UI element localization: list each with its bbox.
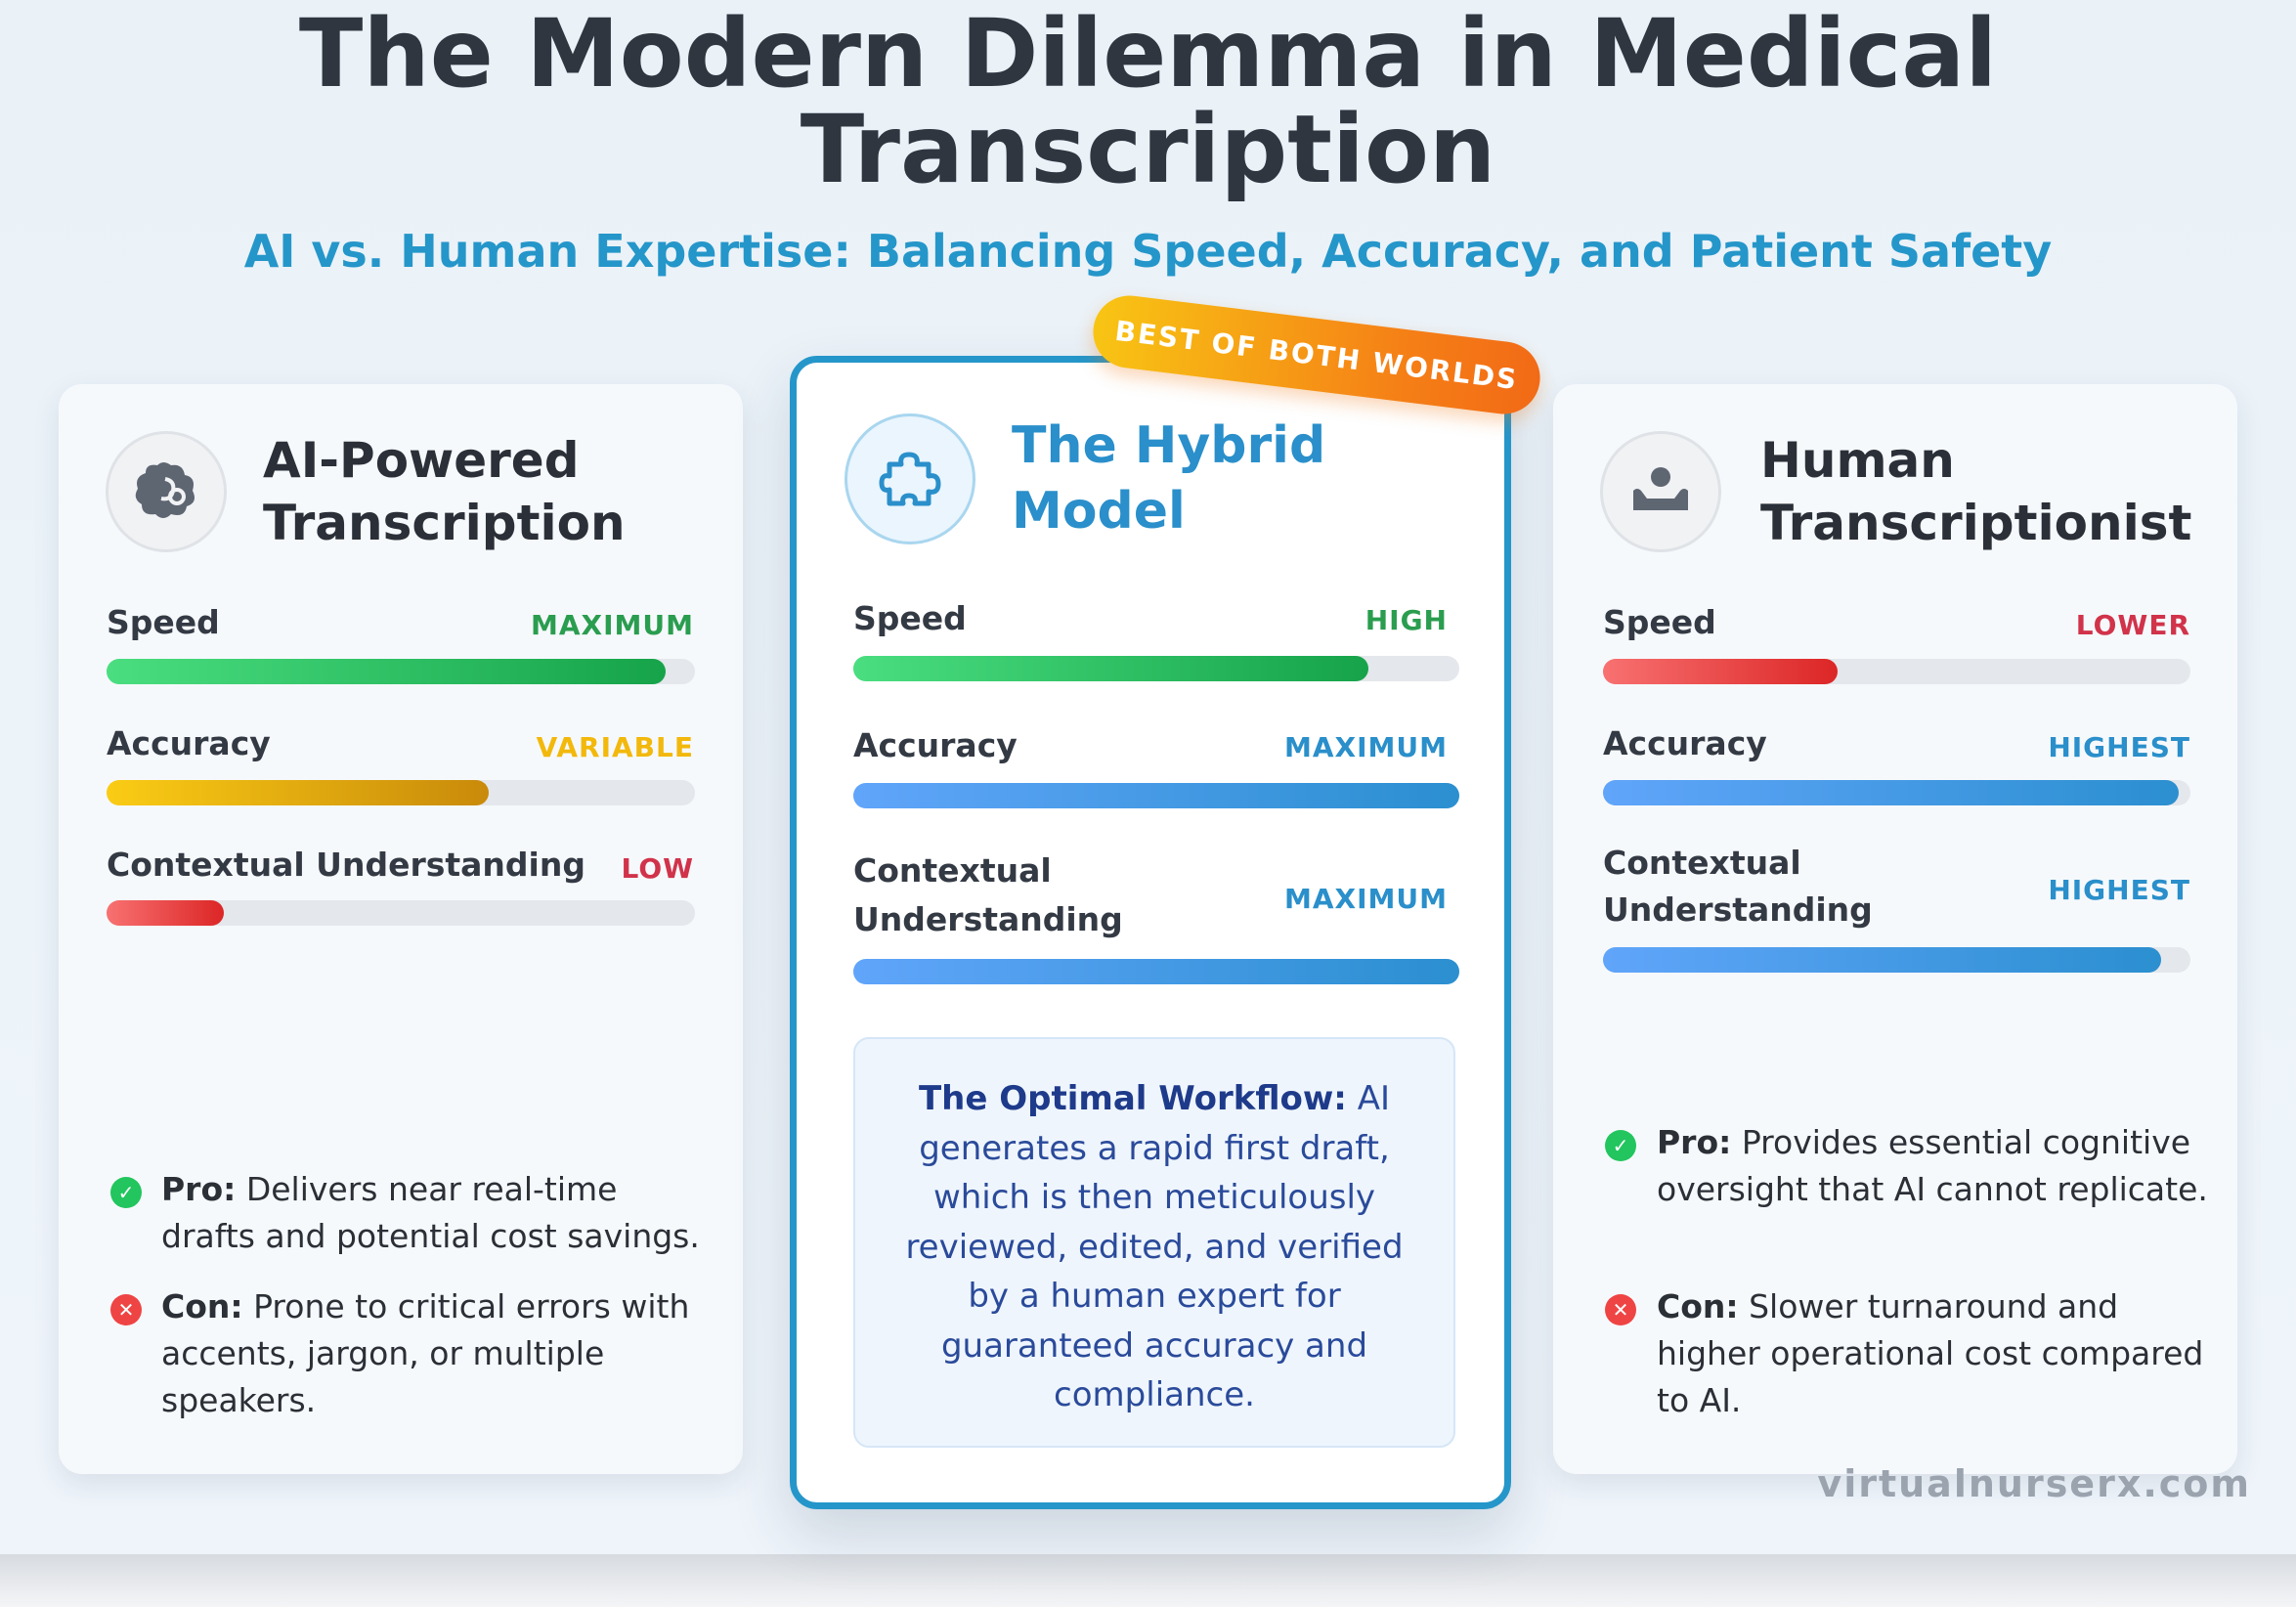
hybrid-context-bar-fill [853,959,1459,984]
ai-accuracy-bar-fill [107,780,490,805]
ai-con-text: Con: Prone to critical errors with accen… [161,1283,718,1424]
ai-speed-label: Speed [107,603,220,641]
ai-context-bar [107,900,695,926]
human-speed-value: LOWER [2075,609,2190,641]
hybrid-context-label: Contextual Understanding [853,851,1123,938]
hybrid-accuracy-label: Accuracy [853,726,1018,764]
ai-accuracy-value: VARIABLE [536,731,694,763]
workflow-text: AI generates a rapid first draft, which … [905,1079,1404,1414]
user-at-desk-icon [1633,467,1688,510]
hybrid-context-value: MAXIMUM [1283,883,1448,915]
hybrid-accuracy-bar [853,783,1459,808]
ai-con-body: Prone to critical errors with accents, j… [161,1287,690,1419]
human-context-bar-fill [1603,947,2161,973]
human-accuracy-value: HIGHEST [2048,731,2190,763]
page-subtitle: AI vs. Human Expertise: Balancing Speed,… [243,225,2053,278]
ai-context-bar-fill [107,900,225,926]
page-title: The Modern Dilemma in Medical Transcript… [298,0,1998,204]
human-context-label: Contextual Understanding [1603,844,1873,929]
x-icon: ✕ [110,1294,142,1325]
ai-pro-label: Pro: [161,1170,237,1208]
hybrid-card-title: The Hybrid Model [1012,416,1326,541]
hybrid-speed-bar-fill [853,656,1368,681]
brain-icon-badge [106,431,227,552]
human-accuracy-label: Accuracy [1603,724,1767,762]
ai-con-label: Con: [161,1287,243,1325]
human-speed-bar-fill [1603,659,1839,684]
ai-context-value: LOW [621,852,694,885]
human-speed-bar [1603,659,2190,684]
ai-pro-body: Delivers near real-time drafts and poten… [161,1170,700,1255]
ai-speed-value: MAXIMUM [530,609,694,641]
watermark: virtualnurserx.com [1817,1462,2251,1505]
hybrid-context-bar [853,959,1459,984]
ai-accuracy-label: Accuracy [107,724,271,762]
puzzle-icon-badge [845,413,975,544]
human-accuracy-bar-fill [1603,780,2179,805]
optimal-workflow-box: The Optimal Workflow: AI generates a rap… [853,1037,1455,1448]
human-context-value: HIGHEST [2048,874,2190,906]
ai-pro-text: Pro: Delivers near real-time drafts and … [161,1166,718,1260]
hybrid-accuracy-bar-fill [853,783,1459,808]
human-card: Human Transcriptionist Speed LOWER Accur… [1553,384,2237,1474]
check-icon: ✓ [110,1177,142,1208]
ai-card-title: AI-Powered Transcription [263,432,626,551]
page-floor-shadow [0,1554,2296,1607]
workflow-label: The Optimal Workflow: [918,1079,1347,1118]
brain-icon [135,462,195,518]
human-card-title: Human Transcriptionist [1760,432,2192,551]
hybrid-speed-value: HIGH [1365,604,1448,636]
ai-card: AI-Powered Transcription Speed MAXIMUM A… [59,384,743,1474]
ai-speed-bar-fill [107,659,666,684]
human-pro-body: Provides essential cognitive oversight t… [1657,1123,2208,1208]
hybrid-accuracy-value: MAXIMUM [1283,731,1448,763]
hybrid-card: The Hybrid Model Speed HIGH Accuracy MAX… [790,356,1511,1509]
x-icon: ✕ [1605,1294,1636,1325]
human-context-bar [1603,947,2190,973]
hybrid-speed-label: Speed [853,599,967,637]
human-con-label: Con: [1657,1287,1739,1325]
user-icon-badge [1600,431,1721,552]
puzzle-piece-icon [879,452,941,506]
check-icon: ✓ [1605,1130,1636,1161]
human-con-text: Con: Slower turnaround and higher operat… [1657,1283,2214,1424]
human-pro-label: Pro: [1657,1123,1732,1161]
hybrid-speed-bar [853,656,1459,681]
human-pro-text: Pro: Provides essential cognitive oversi… [1657,1119,2214,1213]
human-con-body: Slower turnaround and higher operational… [1657,1287,2204,1419]
ai-context-label: Contextual Understanding [107,846,585,884]
ai-speed-bar [107,659,695,684]
human-speed-label: Speed [1603,603,1716,641]
ai-accuracy-bar [107,780,695,805]
human-accuracy-bar [1603,780,2190,805]
